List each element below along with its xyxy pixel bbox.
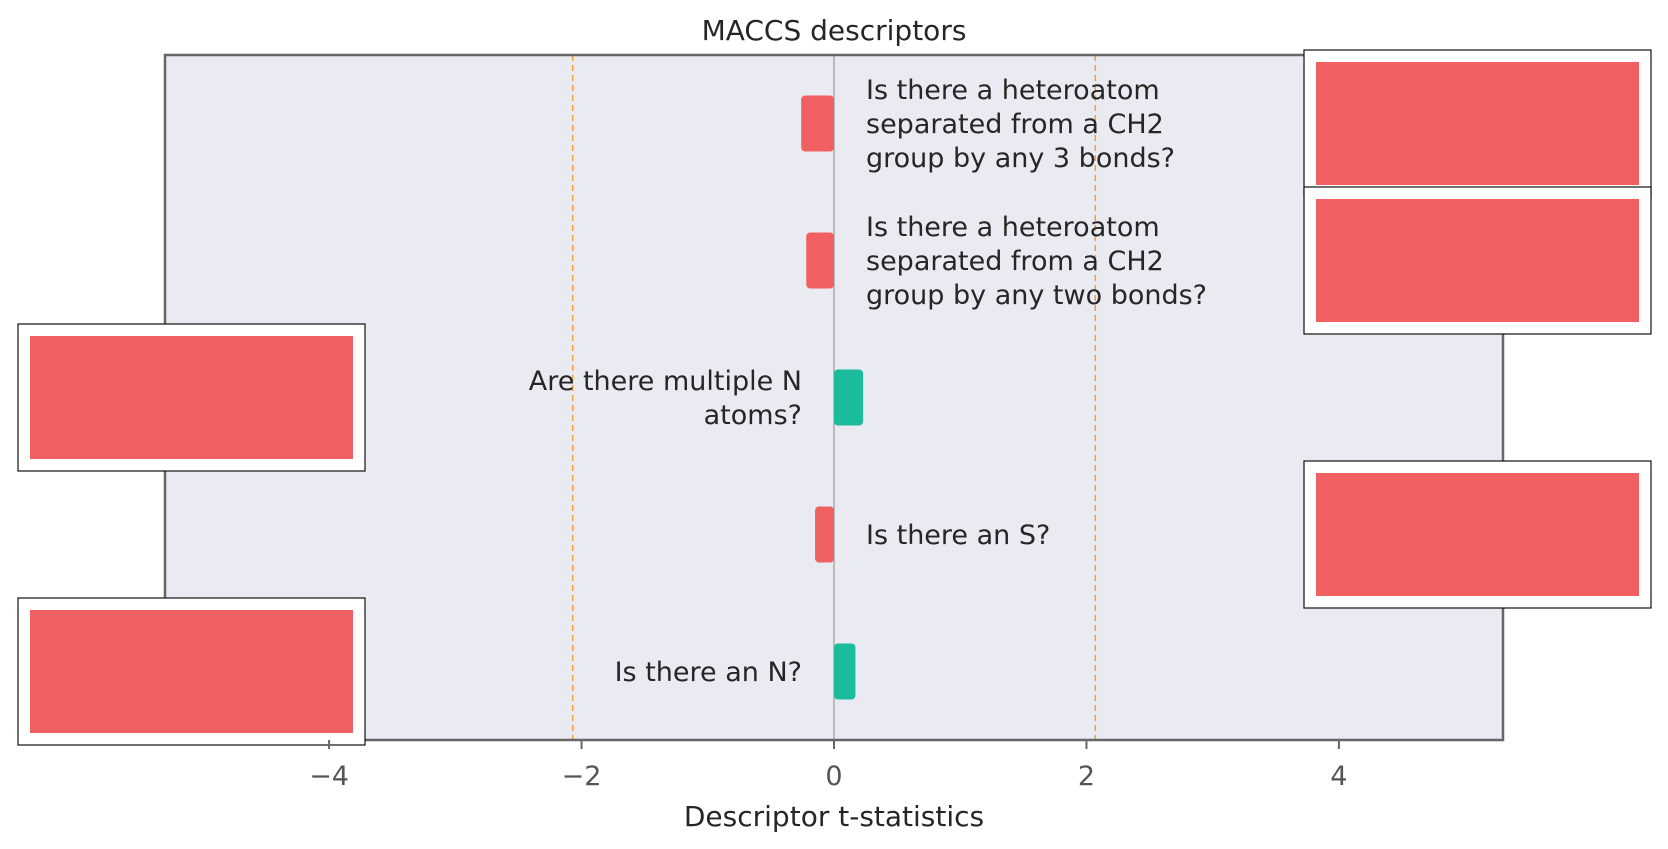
x-tick-label-5: 4 [1330, 761, 1347, 792]
x-axis-ticks: −4 −2 0 2 4 [309, 740, 1347, 792]
bar-label-2: Is there a heteroatom separated from a CH… [866, 212, 1207, 311]
structure-image-3 [17, 323, 366, 472]
bar-3 [834, 369, 864, 426]
structure-images [17, 49, 1652, 746]
x-tick-label-2: −2 [562, 761, 602, 792]
bar-label-4: Is there an S? [866, 520, 1050, 551]
structure-image-5 [17, 597, 366, 746]
bars [801, 95, 864, 700]
x-tick-label-1: −4 [309, 761, 349, 792]
structure-image-2 [1303, 186, 1652, 335]
bar-labels: Is there a heteroatom separated from a CH… [529, 75, 1207, 688]
structure-image-4 [1303, 460, 1652, 609]
structure-image-1 [1303, 49, 1652, 198]
bar-5 [834, 643, 856, 700]
bar-label-5: Is there an N? [615, 657, 802, 688]
x-tick-label-4: 2 [1078, 761, 1095, 792]
chart-title: MACCS descriptors [702, 14, 967, 47]
x-axis-label: Descriptor t-statistics [684, 800, 984, 833]
bar-label-1: Is there a heteroatom separated from a CH… [866, 75, 1175, 174]
bar-1 [801, 95, 834, 152]
bar-4 [815, 506, 834, 563]
bar-2 [806, 232, 834, 289]
significance-lines [571, 55, 1097, 740]
x-tick-label-3: 0 [825, 761, 842, 792]
